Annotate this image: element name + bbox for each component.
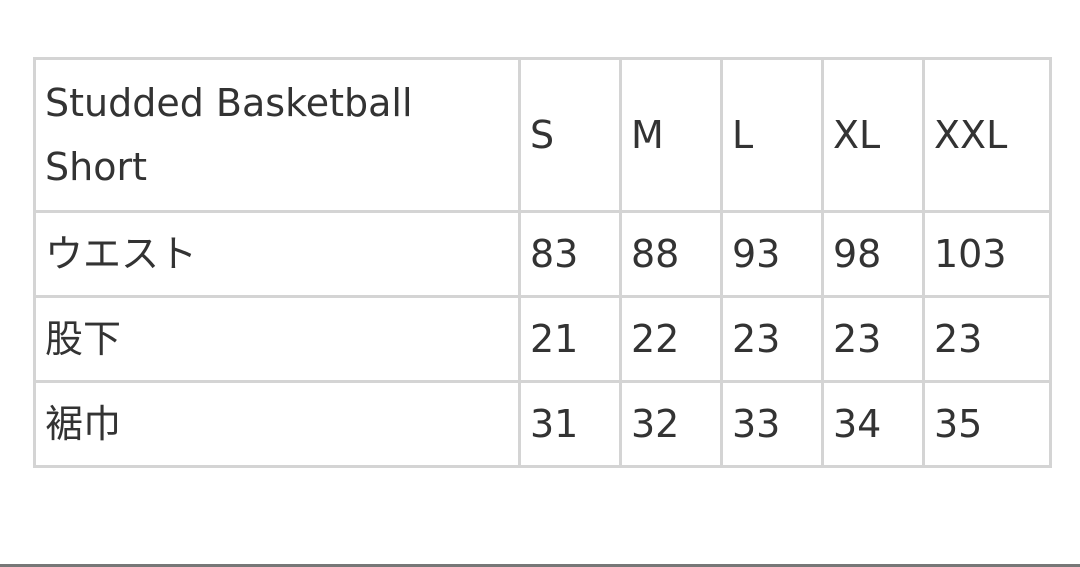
divider	[0, 564, 1080, 567]
size-header: XL	[821, 57, 925, 213]
cell: 34	[821, 380, 925, 468]
cell: 83	[518, 210, 622, 298]
cell: 33	[720, 380, 824, 468]
size-chart-table: Studded Basketball Short S M L XL XXL ウエ…	[33, 57, 1052, 468]
cell: 103	[922, 210, 1052, 298]
cell: 35	[922, 380, 1052, 468]
row-label: 股下	[33, 295, 521, 383]
cell: 31	[518, 380, 622, 468]
cell: 32	[619, 380, 723, 468]
table-row: 裾巾 31 32 33 34 35	[33, 380, 1052, 468]
cell: 22	[619, 295, 723, 383]
product-title: Studded Basketball Short	[33, 57, 521, 213]
cell: 21	[518, 295, 622, 383]
table-row: ウエスト 83 88 93 98 103	[33, 210, 1052, 298]
cell: 98	[821, 210, 925, 298]
size-header: XXL	[922, 57, 1052, 213]
cell: 88	[619, 210, 723, 298]
cell: 23	[720, 295, 824, 383]
row-label: 裾巾	[33, 380, 521, 468]
table-row: 股下 21 22 23 23 23	[33, 295, 1052, 383]
header-row: Studded Basketball Short S M L XL XXL	[33, 57, 1052, 213]
cell: 23	[821, 295, 925, 383]
cell: 93	[720, 210, 824, 298]
size-header: M	[619, 57, 723, 213]
size-header: L	[720, 57, 824, 213]
size-header: S	[518, 57, 622, 213]
row-label: ウエスト	[33, 210, 521, 298]
cell: 23	[922, 295, 1052, 383]
